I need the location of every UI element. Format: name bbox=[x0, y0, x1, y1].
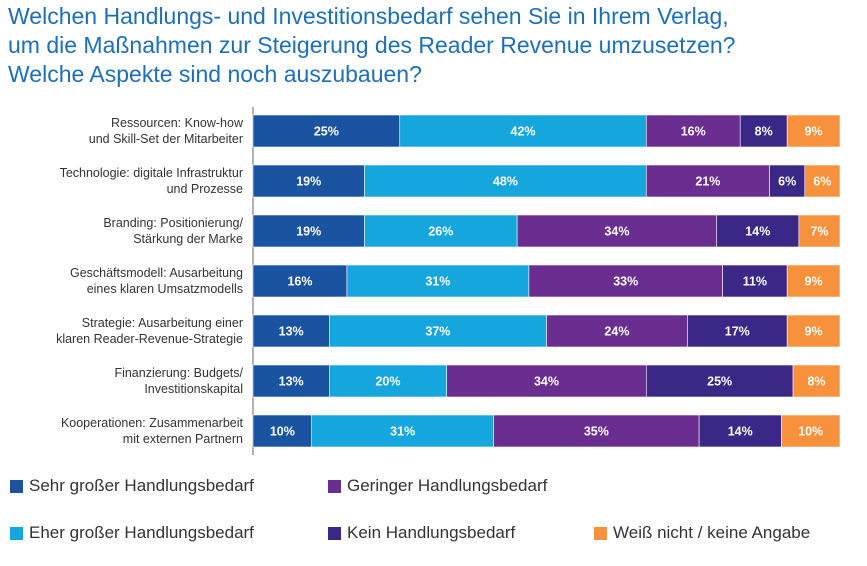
bar-segment bbox=[528, 264, 723, 298]
bar-segment bbox=[722, 264, 788, 298]
legend-item: Kein Handlungsbedarf bbox=[328, 523, 515, 543]
bar-segment bbox=[252, 214, 365, 248]
legend-label: Sehr großer Handlungsbedarf bbox=[29, 476, 254, 495]
bar-value-label: 14% bbox=[745, 225, 770, 239]
bar-segment bbox=[346, 264, 530, 298]
bar-value-label: 21% bbox=[695, 175, 720, 189]
bar-value-label: 9% bbox=[805, 125, 823, 139]
bar-segment bbox=[786, 314, 841, 348]
legend-swatch bbox=[328, 526, 341, 540]
bar-value-label: 11% bbox=[743, 275, 767, 289]
legend-label: Eher großer Handlungsbedarf bbox=[29, 523, 254, 542]
bar-segment bbox=[252, 314, 330, 348]
bar-value-label: 31% bbox=[390, 425, 415, 439]
bar-segment bbox=[786, 114, 841, 148]
legend-item: Weiß nicht / keine Angabe bbox=[594, 523, 810, 543]
chart-title: Welchen Handlungs- und Investitionsbedar… bbox=[8, 2, 863, 89]
bar-value-label: 19% bbox=[296, 225, 321, 239]
stacked-bar-chart: Ressourcen: Know-how und Skill-Set der Mi… bbox=[56, 107, 841, 455]
bar-segment bbox=[329, 364, 448, 398]
bar-segment bbox=[252, 364, 330, 398]
bar-value-label: 16% bbox=[681, 125, 706, 139]
bar-value-label: 35% bbox=[584, 425, 609, 439]
category-label: Finanzierung: Budgets/Investitionskapita… bbox=[114, 366, 243, 396]
bar-value-label: 6% bbox=[813, 175, 831, 189]
legend-item: Sehr großer Handlungsbedarf bbox=[10, 476, 254, 496]
bar-value-label: 16% bbox=[287, 275, 312, 289]
legend-swatch bbox=[594, 526, 607, 540]
bar-segment bbox=[516, 214, 718, 248]
bar-segment bbox=[769, 164, 806, 198]
bar-value-label: 19% bbox=[296, 175, 321, 189]
bar-value-label: 37% bbox=[425, 325, 450, 339]
bar-value-label: 26% bbox=[428, 225, 453, 239]
bar-value-label: 48% bbox=[493, 175, 518, 189]
bar-segment bbox=[798, 214, 841, 248]
bar-segment bbox=[329, 314, 547, 348]
bar-value-label: 7% bbox=[810, 225, 828, 239]
bar-segment bbox=[786, 264, 841, 298]
bar-segment bbox=[804, 164, 841, 198]
bar-segment bbox=[645, 164, 770, 198]
bar-value-label: 25% bbox=[707, 375, 732, 389]
category-label: Technologie: digitale Infrastruktur und P… bbox=[60, 166, 243, 196]
legend-item: Geringer Handlungsbedarf bbox=[328, 476, 547, 496]
bar-segment bbox=[716, 214, 800, 248]
bar-segment bbox=[252, 164, 365, 198]
bar-value-label: 13% bbox=[279, 325, 304, 339]
legend-label: Geringer Handlungsbedarf bbox=[347, 476, 548, 495]
category-label: Branding: Positionierung/Stärkung der Ma… bbox=[103, 216, 243, 246]
legend-item: Eher großer Handlungsbedarf bbox=[10, 523, 254, 543]
bar-value-label: 10% bbox=[798, 425, 823, 439]
bar-segment bbox=[645, 364, 794, 398]
category-label: Ressourcen: Know-how und Skill-Set der Mi… bbox=[89, 116, 244, 146]
category-label: Geschäftsmodell: Ausarbeitung eines klare… bbox=[70, 266, 243, 296]
bar-segment bbox=[446, 364, 647, 398]
legend-swatch bbox=[10, 526, 23, 540]
title-line-1: Welchen Handlungs- und Investitionsbedar… bbox=[8, 3, 729, 29]
bar-value-label: 9% bbox=[805, 325, 823, 339]
bar-value-label: 13% bbox=[279, 375, 304, 389]
bar-value-label: 31% bbox=[425, 275, 450, 289]
bar-segment bbox=[687, 314, 788, 348]
category-label: Kooperationen: Zusammenarbeit mit externe… bbox=[61, 416, 244, 446]
bar-segment bbox=[364, 164, 647, 198]
bar-value-label: 34% bbox=[534, 375, 559, 389]
legend-label: Weiß nicht / keine Angabe bbox=[613, 523, 811, 542]
bar-value-label: 6% bbox=[778, 175, 796, 189]
bar-segment bbox=[780, 414, 841, 448]
bar-value-label: 8% bbox=[807, 375, 825, 389]
bar-value-label: 33% bbox=[613, 275, 638, 289]
bar-segment bbox=[364, 214, 518, 248]
bar-value-label: 25% bbox=[314, 125, 339, 139]
bar-segment bbox=[399, 114, 647, 148]
bar-segment bbox=[792, 364, 841, 398]
title-line-2: um die Maßnahmen zur Steigerung des Read… bbox=[8, 32, 736, 58]
bar-value-label: 34% bbox=[604, 225, 629, 239]
legend-label: Kein Handlungsbedarf bbox=[347, 523, 516, 542]
bar-segment bbox=[645, 114, 741, 148]
bar-value-label: 24% bbox=[604, 325, 629, 339]
bar-value-label: 17% bbox=[725, 325, 750, 339]
bar-value-label: 20% bbox=[375, 375, 400, 389]
bar-segment bbox=[493, 414, 700, 448]
bar-value-label: 10% bbox=[270, 425, 295, 439]
category-label: Strategie: Ausarbeitung einer klaren Read… bbox=[56, 316, 243, 346]
bar-value-label: 9% bbox=[805, 275, 823, 289]
bar-segment bbox=[252, 264, 348, 298]
bar-segment bbox=[546, 314, 688, 348]
legend-swatch bbox=[328, 479, 341, 493]
title-line-3: Welche Aspekte sind noch auszubauen? bbox=[8, 61, 422, 87]
bar-value-label: 8% bbox=[755, 125, 773, 139]
bar-value-label: 42% bbox=[511, 125, 536, 139]
bar-segment bbox=[739, 114, 788, 148]
chart-legend: Sehr großer Handlungsbedarf Geringer Hand… bbox=[10, 470, 860, 560]
bar-value-label: 14% bbox=[728, 425, 753, 439]
legend-swatch bbox=[10, 479, 23, 493]
